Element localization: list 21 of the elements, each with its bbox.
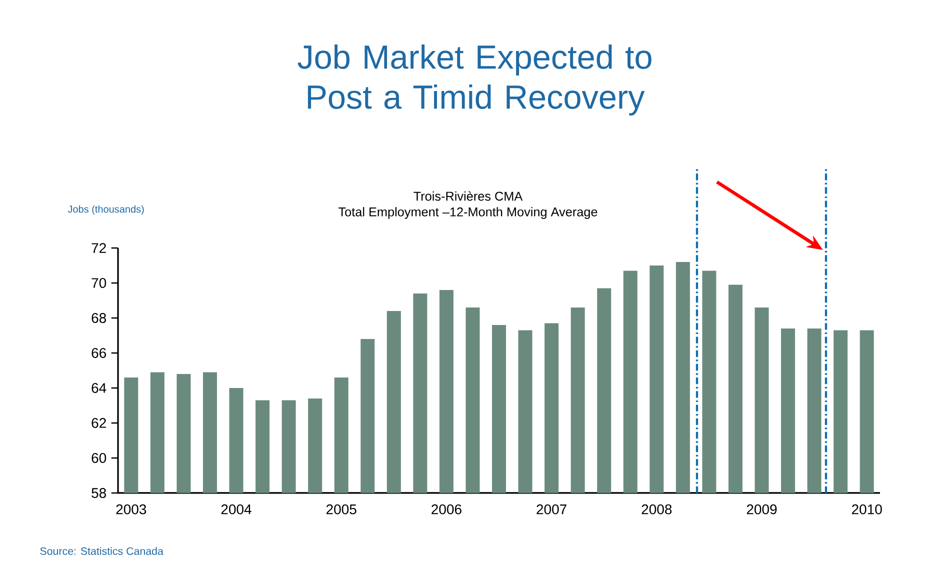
text: Total Employment –12-Month Moving Average [338, 207, 598, 219]
chart-subtitle: Trois-Rivières CMA [414, 191, 523, 201]
y-axis-title: Jobs (thousands) [68, 205, 144, 215]
x-tick-label: 2003 [116, 504, 146, 514]
y-tick-label: 68 [92, 313, 106, 323]
y-tick-label: 60 [92, 453, 106, 463]
x-tick-label: 2004 [221, 504, 252, 514]
x-tick-label: 2007 [536, 504, 566, 514]
x-tick-label: 2006 [432, 504, 462, 514]
y-tick-label: 66 [92, 348, 106, 358]
y-tick-label: 62 [92, 418, 106, 428]
y-tick-label: 58 [92, 488, 106, 498]
chart-title: Job Market Expected to Post a Timid Recovery [298, 44, 652, 116]
x-tick-label: 2005 [326, 504, 356, 514]
y-tick-label: 64 [92, 383, 106, 393]
y-tick-label: 72 [92, 243, 106, 253]
x-tick-label: 2010 [852, 504, 882, 514]
x-tick-label: 2009 [746, 504, 777, 514]
source-note: Source: Statistics Canada [40, 547, 164, 555]
x-tick-label: 2008 [642, 504, 672, 514]
y-tick-label: 70 [92, 278, 106, 288]
